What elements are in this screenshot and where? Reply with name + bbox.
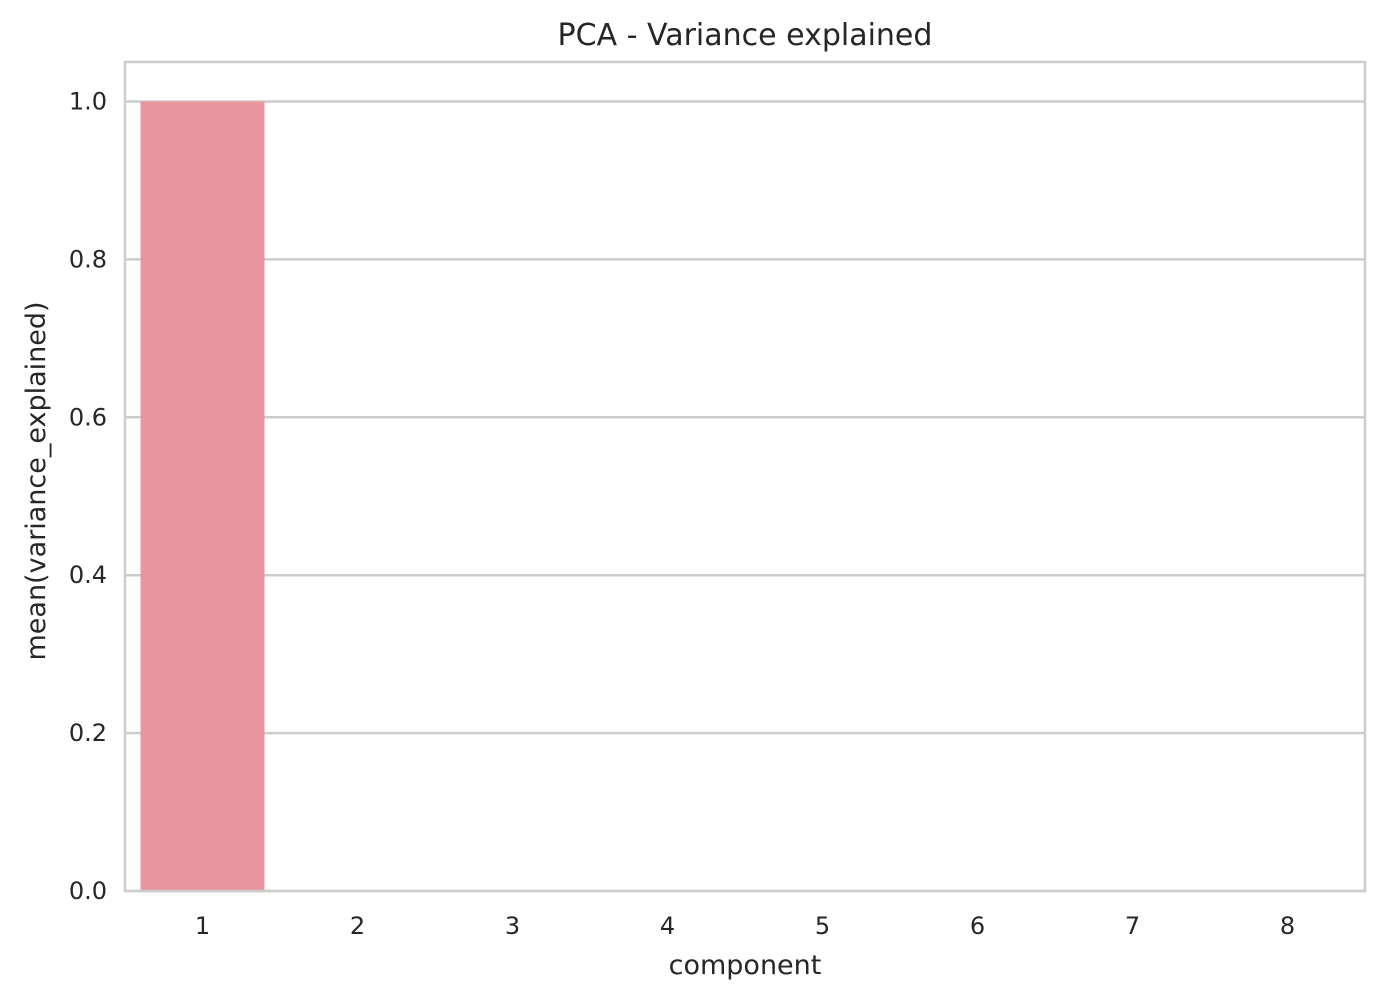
x-tick-label: 2	[350, 912, 365, 940]
x-tick-label: 5	[815, 912, 830, 940]
x-tick-label: 8	[1280, 912, 1295, 940]
x-axis-label: component	[669, 950, 822, 981]
grid-lines	[125, 100, 1365, 893]
bars	[140, 101, 265, 891]
x-tick-label: 7	[1125, 912, 1140, 940]
y-tick-labels: 0.0 0.2 0.4 0.6 0.8 1.0	[69, 87, 107, 905]
y-tick-label: 0.0	[69, 877, 107, 905]
chart-title: PCA - Variance explained	[558, 18, 933, 53]
x-tick-labels: 1 2 3 4 5 6 7 8	[195, 912, 1295, 940]
x-tick-label: 4	[660, 912, 675, 940]
y-tick-label: 0.4	[69, 561, 107, 589]
x-tick-label: 6	[970, 912, 985, 940]
y-tick-label: 0.2	[69, 719, 107, 747]
y-tick-label: 0.8	[69, 245, 107, 273]
x-tick-label: 3	[505, 912, 520, 940]
x-tick-label: 1	[195, 912, 210, 940]
bar-1	[140, 101, 265, 891]
y-tick-label: 1.0	[69, 87, 107, 115]
plot-frame	[123, 60, 1367, 893]
y-tick-label: 0.6	[69, 403, 107, 431]
y-axis-label: mean(variance_explained)	[21, 301, 52, 660]
